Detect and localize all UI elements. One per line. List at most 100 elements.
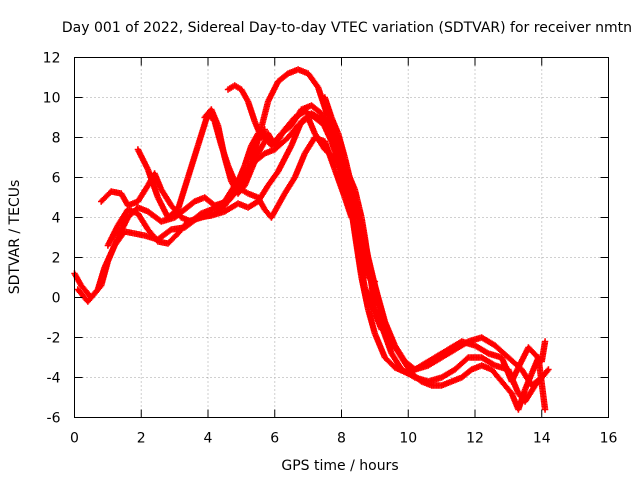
point-trail xyxy=(365,307,378,336)
point-trail xyxy=(342,195,355,220)
point-trail xyxy=(439,367,457,380)
point-trail xyxy=(158,187,174,208)
x-tick-label: 12 xyxy=(466,431,484,447)
x-tick-label: 10 xyxy=(399,431,417,447)
point-trail xyxy=(309,103,324,116)
x-tick-label: 2 xyxy=(137,431,146,447)
point-trail xyxy=(342,155,355,188)
point-trail xyxy=(212,203,227,216)
y-tick-label: 12 xyxy=(43,51,61,67)
point-trail xyxy=(335,131,348,160)
point-trail xyxy=(242,143,255,168)
point-trail xyxy=(135,183,151,204)
x-tick-label: 8 xyxy=(337,431,346,447)
point-trail xyxy=(145,167,161,200)
point-trail xyxy=(272,127,288,148)
point-trail xyxy=(505,367,521,396)
point-trail xyxy=(255,195,268,212)
point-trail xyxy=(175,175,191,212)
point-trail xyxy=(522,383,538,404)
point-trail xyxy=(105,223,121,248)
y-tick-label: 8 xyxy=(52,131,61,147)
point-trail xyxy=(221,155,235,184)
point-trail xyxy=(282,115,297,132)
point-trail xyxy=(473,343,491,356)
point-trail xyxy=(286,123,301,140)
point-trail xyxy=(499,379,514,396)
point-trail xyxy=(479,355,497,368)
point-trail xyxy=(332,167,348,200)
point-trail xyxy=(335,159,351,200)
point-trail xyxy=(245,99,258,124)
point-trail xyxy=(85,287,100,304)
point-trail xyxy=(235,183,247,196)
y-tick-label: -4 xyxy=(47,371,61,387)
point-trail xyxy=(175,219,191,236)
grid-layer xyxy=(74,57,609,418)
point-trail xyxy=(275,143,294,174)
y-axis-title: SDTVAR / TECUs xyxy=(7,180,23,295)
data-point xyxy=(545,366,552,373)
x-tick-label: 16 xyxy=(600,431,618,447)
point-trail xyxy=(322,95,335,120)
point-trail xyxy=(272,135,291,152)
point-trail xyxy=(372,283,385,316)
y-tick-label: 4 xyxy=(52,211,61,227)
data-point xyxy=(541,406,549,413)
point-trail xyxy=(72,271,84,288)
point-trail xyxy=(439,347,457,360)
point-trail xyxy=(426,355,444,368)
y-tick-label: -2 xyxy=(47,331,61,347)
point-trail xyxy=(378,323,395,356)
point-trail xyxy=(246,199,260,210)
point-trail xyxy=(166,207,180,220)
y-tick-label: 10 xyxy=(43,91,61,107)
y-tick-label: 6 xyxy=(52,171,61,187)
y-tick-label: -6 xyxy=(47,411,61,427)
point-trail xyxy=(433,347,451,360)
point-trail xyxy=(315,85,331,120)
data-point xyxy=(541,370,549,377)
point-trail xyxy=(155,195,171,220)
points-layer xyxy=(71,66,552,413)
y-tick-label: 2 xyxy=(52,251,61,267)
series-track-h xyxy=(321,94,365,237)
point-trail xyxy=(399,367,417,380)
point-trail xyxy=(215,123,228,160)
point-trail xyxy=(489,367,504,384)
point-trail xyxy=(233,83,243,92)
point-trail xyxy=(322,139,338,172)
data-point xyxy=(541,338,549,345)
point-trail xyxy=(355,251,368,290)
point-trail xyxy=(99,189,114,204)
point-trail xyxy=(479,335,497,348)
point-trail xyxy=(135,211,151,232)
point-trail xyxy=(255,139,268,156)
chart-title: Day 001 of 2022, Sidereal Day-to-day VTE… xyxy=(62,20,632,36)
point-trail xyxy=(166,231,180,246)
point-trail xyxy=(382,355,397,370)
x-tick-label: 0 xyxy=(70,431,79,447)
point-trail xyxy=(322,123,338,148)
point-trail xyxy=(185,143,201,180)
data-point xyxy=(261,126,268,133)
point-trail xyxy=(115,207,131,228)
point-trail xyxy=(276,71,291,84)
point-trail xyxy=(302,135,318,156)
point-trail xyxy=(532,371,548,388)
point-trail xyxy=(452,355,471,372)
point-trail xyxy=(378,311,395,344)
point-trail xyxy=(222,187,237,208)
point-trail xyxy=(459,367,474,380)
point-trail xyxy=(145,227,161,244)
point-trail xyxy=(182,199,197,212)
point-trail xyxy=(305,71,321,90)
point-trail xyxy=(348,183,361,216)
point-trail xyxy=(265,79,281,104)
ticks-layer xyxy=(74,57,609,418)
series-track-g xyxy=(224,82,268,141)
point-trail xyxy=(282,175,298,196)
point-trail xyxy=(538,339,549,364)
point-trail xyxy=(118,191,131,208)
